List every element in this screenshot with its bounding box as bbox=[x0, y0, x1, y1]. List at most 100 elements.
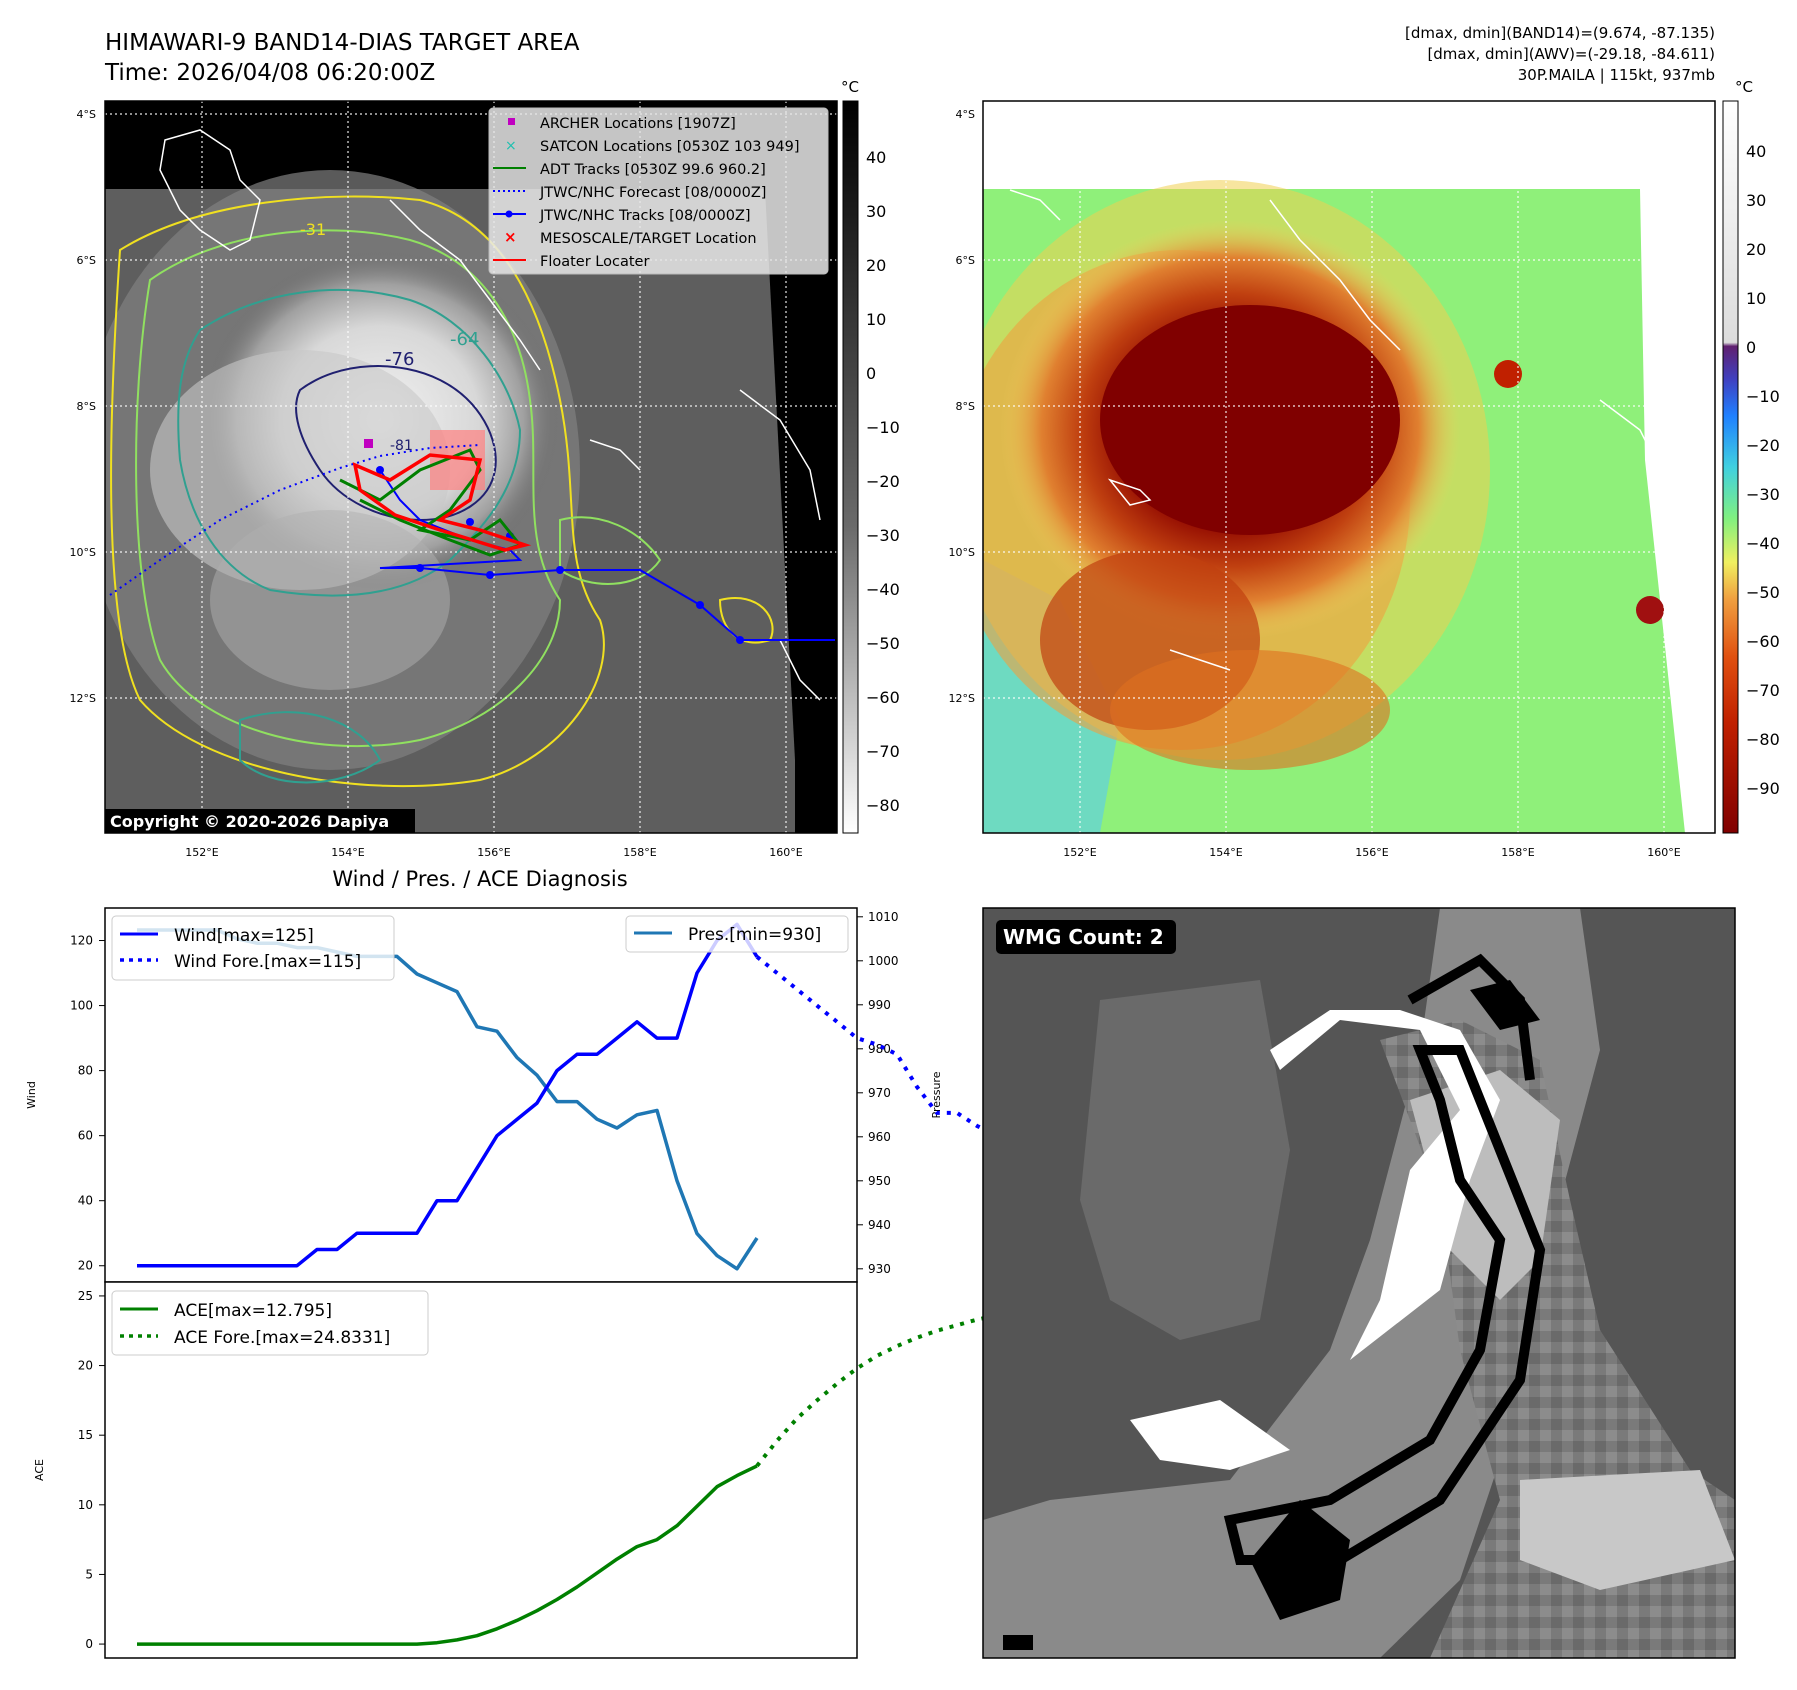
copyright-box bbox=[105, 809, 415, 833]
cbar-tick: 30 bbox=[1746, 191, 1766, 210]
lat-label: 4°S bbox=[77, 108, 96, 121]
wind-tick: 40 bbox=[78, 1194, 93, 1208]
legend-marker: × bbox=[504, 228, 517, 246]
cbar-tick: 0 bbox=[866, 364, 876, 383]
lat-label: 8°S bbox=[956, 400, 975, 413]
lon-label: 160°E bbox=[769, 846, 802, 859]
colorbar-unit: °C bbox=[841, 78, 859, 96]
lon-label: 158°E bbox=[1501, 846, 1534, 859]
wind-legend: Wind[max=125] Wind Fore.[max=115] bbox=[111, 915, 395, 981]
legend-label: SATCON Locations [0530Z 103 949] bbox=[540, 139, 799, 155]
contour-label: -76 bbox=[385, 349, 414, 370]
lon-label: 152°E bbox=[1063, 846, 1096, 859]
legend-label: ADT Tracks [0530Z 99.6 960.2] bbox=[540, 162, 766, 178]
ace-tick: 20 bbox=[78, 1359, 93, 1373]
cbar-tick: −10 bbox=[1746, 387, 1780, 406]
cbar-tick: 30 bbox=[866, 202, 886, 221]
wind-axis-label: Wind bbox=[25, 1081, 38, 1109]
pressure-tick: 960 bbox=[868, 1130, 891, 1144]
cbar-tick: 10 bbox=[866, 310, 886, 329]
map-legend: ARCHER Locations [1907Z] × SATCON Locati… bbox=[488, 107, 829, 275]
pressure-legend: Pres.[min=930] bbox=[625, 915, 849, 953]
cbar-tick: −70 bbox=[1746, 681, 1780, 700]
cbar-tick: −30 bbox=[866, 526, 900, 545]
figure-time: Time: 2026/04/08 06:20:00Z bbox=[104, 60, 435, 86]
cbar-tick: 20 bbox=[1746, 240, 1766, 259]
cbar-tick: −70 bbox=[866, 742, 900, 761]
wind-tick: 100 bbox=[70, 999, 93, 1013]
lon-label: 158°E bbox=[623, 846, 656, 859]
wind-tick: 80 bbox=[78, 1064, 93, 1078]
cbar-tick: −60 bbox=[866, 688, 900, 707]
legend-marker bbox=[508, 118, 515, 125]
ace-tick: 25 bbox=[78, 1289, 93, 1303]
pressure-axis-label: Pressure bbox=[930, 1071, 943, 1118]
cbar-tick: −50 bbox=[866, 634, 900, 653]
ace-tick: 15 bbox=[78, 1428, 93, 1442]
pressure-tick: 1000 bbox=[868, 954, 899, 968]
cbar-tick: −60 bbox=[1746, 632, 1780, 651]
contour-label: -31 bbox=[300, 220, 326, 239]
pressure-tick: 930 bbox=[868, 1262, 891, 1276]
cbar-tick: −40 bbox=[1746, 534, 1780, 553]
legend-label: JTWC/NHC Forecast [08/0000Z] bbox=[539, 185, 766, 201]
wmg-count-box bbox=[996, 920, 1176, 954]
diag-title: Wind / Pres. / ACE Diagnosis bbox=[332, 867, 627, 891]
wind-line bbox=[137, 922, 759, 1268]
stats-band14: [dmax, dmin](BAND14)=(9.674, -87.135) bbox=[1405, 24, 1715, 42]
colorbar-unit: °C bbox=[1735, 78, 1753, 96]
lon-label: 156°E bbox=[1355, 846, 1388, 859]
stats-awv: [dmax, dmin](AWV)=(-29.18, -84.611) bbox=[1427, 45, 1715, 63]
color-map-panel: 4°S 6°S 8°S 10°S 12°S 152°E 154°E 156°E … bbox=[949, 100, 1716, 859]
legend-marker: × bbox=[505, 138, 517, 154]
lat-label: 12°S bbox=[70, 692, 96, 705]
wmg-panel: WMG Count: 2 bbox=[982, 907, 1736, 1659]
lat-label: 10°S bbox=[70, 546, 96, 559]
lat-label: 6°S bbox=[956, 254, 975, 267]
cbar-tick: −30 bbox=[1746, 485, 1780, 504]
legend-ace-fore: ACE Fore.[max=24.8331] bbox=[174, 1328, 390, 1348]
pressure-tick: 1010 bbox=[868, 910, 899, 924]
contour-label: -64 bbox=[450, 329, 479, 350]
lon-label: 152°E bbox=[185, 846, 218, 859]
ace-legend: ACE[max=12.795] ACE Fore.[max=24.8331] bbox=[111, 1290, 429, 1356]
lat-label: 10°S bbox=[949, 546, 975, 559]
figure-title: HIMAWARI-9 BAND14-DIAS TARGET AREA bbox=[105, 30, 580, 56]
cbar-tick: −40 bbox=[866, 580, 900, 599]
pressure-tick: 970 bbox=[868, 1086, 891, 1100]
ace-tick: 0 bbox=[85, 1637, 93, 1651]
ir-map-panel: -31 -64 -76 -81 ARCHER Locations [1907Z]… bbox=[70, 100, 838, 859]
wind-tick: 120 bbox=[70, 934, 93, 948]
cbar-tick: −50 bbox=[1746, 583, 1780, 602]
pressure-tick: 980 bbox=[868, 1042, 891, 1056]
legend-label: ARCHER Locations [1907Z] bbox=[540, 116, 736, 132]
cbar-tick: −90 bbox=[1746, 779, 1780, 798]
legend-pressure: Pres.[min=930] bbox=[688, 925, 821, 945]
lat-label: 8°S bbox=[77, 400, 96, 413]
wmg-count-label: WMG Count: 2 bbox=[1003, 925, 1164, 949]
wind-tick: 20 bbox=[78, 1259, 93, 1273]
cbar-tick: −80 bbox=[866, 796, 900, 815]
cbar-tick: −20 bbox=[866, 472, 900, 491]
lon-label: 154°E bbox=[331, 846, 364, 859]
ace-tick: 10 bbox=[78, 1498, 93, 1512]
lon-label: 160°E bbox=[1647, 846, 1680, 859]
cbar-tick: 20 bbox=[866, 256, 886, 275]
cbar-tick: 0 bbox=[1746, 338, 1756, 357]
legend-ace: ACE[max=12.795] bbox=[174, 1301, 332, 1321]
cbar-tick: −80 bbox=[1746, 730, 1780, 749]
cbar-tick: −10 bbox=[866, 418, 900, 437]
cbar-tick: 40 bbox=[1746, 142, 1766, 161]
cbar-tick: 10 bbox=[1746, 289, 1766, 308]
ace-axis-label: ACE bbox=[33, 1459, 46, 1481]
gray-colorbar: °C 40 30 20 10 0 −10 −20 −30 −40 −50 −60… bbox=[841, 78, 900, 834]
legend-label: JTWC/NHC Tracks [08/0000Z] bbox=[539, 208, 751, 224]
lat-label: 6°S bbox=[77, 254, 96, 267]
ace-tick: 5 bbox=[85, 1567, 93, 1581]
lon-label: 154°E bbox=[1209, 846, 1242, 859]
pressure-tick: 940 bbox=[868, 1218, 891, 1232]
legend-wind: Wind[max=125] bbox=[174, 926, 314, 946]
contour-label: -81 bbox=[390, 438, 413, 454]
storm-info: 30P.MAILA | 115kt, 937mb bbox=[1518, 66, 1715, 84]
ace-line bbox=[137, 1464, 758, 1646]
